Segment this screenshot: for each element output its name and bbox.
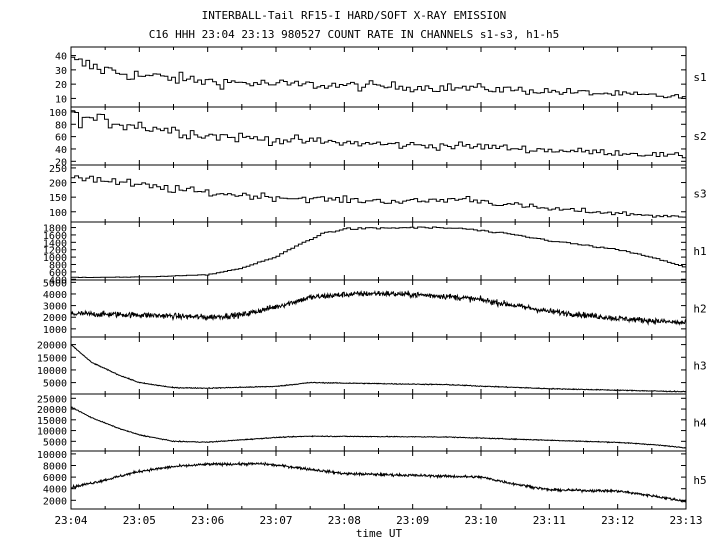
series-line-h3 xyxy=(70,344,687,393)
x-tick-label: 23:12 xyxy=(601,514,634,527)
y-tick-label: 20 xyxy=(55,157,67,168)
y-tick-label: 1200 xyxy=(43,246,67,257)
y-tick-label: 60 xyxy=(55,133,67,144)
x-tick-label: 23:05 xyxy=(123,514,156,527)
y-tick-label: 5000 xyxy=(43,379,67,390)
x-tick-label: 23:13 xyxy=(669,514,702,527)
channel-label-s2: s2 xyxy=(693,130,706,143)
y-tick-label: 1800 xyxy=(43,224,67,235)
channel-label-s1: s1 xyxy=(693,71,706,84)
panel-frame xyxy=(70,46,687,108)
series-line-s2 xyxy=(71,110,686,159)
y-tick-label: 20000 xyxy=(37,341,67,352)
y-tick-label: 10000 xyxy=(37,427,67,438)
x-axis-label: time UT xyxy=(356,527,403,540)
series-line-h2 xyxy=(70,289,687,326)
x-tick-label: 23:06 xyxy=(191,514,224,527)
panel-frame xyxy=(70,164,687,223)
panel-frame xyxy=(70,393,687,452)
y-tick-label: 150 xyxy=(49,193,67,204)
channel-label-h5: h5 xyxy=(693,474,706,487)
y-tick-label: 25000 xyxy=(37,394,67,405)
series-line-h4 xyxy=(70,406,687,449)
y-tick-label: 10 xyxy=(55,94,67,105)
y-tick-label: 100 xyxy=(49,108,67,119)
panel-frame xyxy=(70,106,687,166)
y-tick-label: 1600 xyxy=(43,231,67,242)
channel-label-h4: h4 xyxy=(693,417,707,430)
y-tick-label: 800 xyxy=(49,260,67,271)
series-line-s3 xyxy=(71,175,686,218)
y-tick-label: 80 xyxy=(55,120,67,131)
panel-s1: 10 20 30 40 s1 xyxy=(55,46,707,108)
y-tick-label: 600 xyxy=(49,268,67,279)
y-tick-label: 40 xyxy=(55,145,67,156)
chart-subtitle: C16 HHH 23:04 23:13 980527 COUNT RATE IN… xyxy=(149,28,560,41)
panel-s3: 100 150 200 250 s3 xyxy=(49,164,707,223)
y-tick-label: 10000 xyxy=(37,450,67,461)
series-line-h1 xyxy=(71,226,686,278)
y-tick-label: 5000 xyxy=(43,437,67,448)
y-tick-label: 2000 xyxy=(43,313,67,324)
y-tick-label: 15000 xyxy=(37,416,67,427)
chart-title: INTERBALL-Tail RF15-I HARD/SOFT X-RAY EM… xyxy=(202,9,507,22)
x-tick-label: 23:10 xyxy=(464,514,497,527)
y-tick-label: 2000 xyxy=(43,496,67,507)
channel-label-h3: h3 xyxy=(693,360,706,373)
x-tick-label: 23:09 xyxy=(396,514,429,527)
y-tick-label: 250 xyxy=(49,164,67,175)
y-tick-label: 20000 xyxy=(37,405,67,416)
panel-frame xyxy=(70,279,687,338)
series-line-h5 xyxy=(70,460,687,504)
y-tick-label: 400 xyxy=(49,275,67,286)
x-tick-label: 23:08 xyxy=(328,514,361,527)
y-tick-label: 3000 xyxy=(43,302,67,313)
y-tick-label: 30 xyxy=(55,66,67,77)
channel-label-h1: h1 xyxy=(693,245,706,258)
y-tick-label: 10000 xyxy=(37,366,67,377)
series-line-s1 xyxy=(71,56,686,99)
y-tick-label: 5000 xyxy=(43,278,67,289)
y-tick-label: 8000 xyxy=(43,462,67,473)
y-tick-label: 200 xyxy=(49,179,67,190)
x-tick-label: 23:07 xyxy=(259,514,292,527)
x-tick-label: 23:04 xyxy=(54,514,87,527)
y-tick-label: 15000 xyxy=(37,353,67,364)
y-tick-label: 4000 xyxy=(43,290,67,301)
y-tick-label: 4000 xyxy=(43,485,67,496)
panel-frame xyxy=(70,221,687,281)
y-tick-label: 20 xyxy=(55,80,67,91)
y-tick-label: 1000 xyxy=(43,325,67,336)
channel-label-s3: s3 xyxy=(693,188,706,201)
x-tick-label: 23:11 xyxy=(533,514,566,527)
panel-frame xyxy=(70,450,687,510)
time-axis: 23:04 23:05 23:06 23:07 23:08 23:09 23:10 23:11… xyxy=(54,514,702,527)
y-tick-label: 1400 xyxy=(43,238,67,249)
y-tick-label: 40 xyxy=(55,52,67,63)
y-tick-label: 1000 xyxy=(43,253,67,264)
panel-stack: 10203040s120406080100s2100150200250s3400… xyxy=(37,46,707,510)
y-tick-label: 100 xyxy=(49,208,67,219)
channel-label-h2: h2 xyxy=(693,303,706,316)
y-tick-label: 6000 xyxy=(43,473,67,484)
